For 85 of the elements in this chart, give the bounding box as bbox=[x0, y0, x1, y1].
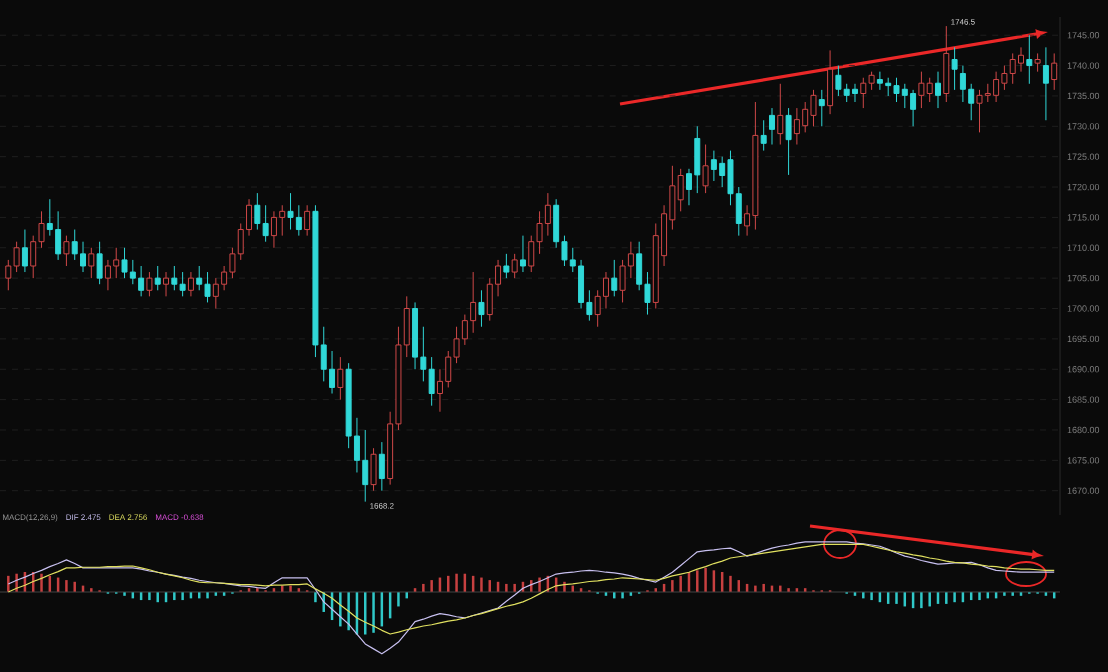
candlestick bbox=[171, 265, 178, 291]
candlestick bbox=[860, 77, 867, 109]
candlestick bbox=[785, 107, 792, 176]
candlestick bbox=[802, 101, 809, 133]
candlestick bbox=[835, 65, 842, 97]
candlestick bbox=[13, 241, 20, 273]
candlestick bbox=[976, 89, 983, 133]
candlestick bbox=[470, 271, 477, 334]
candlestick bbox=[428, 356, 435, 407]
candlestick bbox=[370, 447, 377, 492]
candlestick bbox=[196, 265, 203, 291]
candlestick bbox=[901, 83, 908, 109]
candlestick bbox=[710, 150, 717, 182]
candlestick bbox=[677, 168, 684, 212]
candlestick bbox=[204, 271, 211, 303]
candlestick bbox=[304, 204, 311, 237]
candlestick bbox=[768, 107, 775, 146]
candlestick bbox=[852, 83, 858, 103]
candlestick bbox=[843, 83, 850, 103]
candlestick bbox=[519, 235, 526, 273]
candlestick bbox=[287, 192, 294, 231]
candlestick bbox=[154, 265, 161, 291]
candlestick bbox=[918, 71, 925, 109]
candlestick bbox=[810, 89, 817, 127]
candlestick bbox=[378, 441, 385, 492]
candlestick bbox=[179, 271, 186, 297]
candlestick bbox=[876, 71, 883, 91]
candlestick bbox=[702, 144, 709, 194]
candlestick bbox=[993, 71, 1000, 103]
candlestick bbox=[1026, 34, 1033, 85]
candlestick bbox=[602, 271, 609, 310]
candlestick bbox=[478, 289, 485, 328]
candlestick bbox=[893, 77, 900, 103]
candlestick bbox=[827, 49, 834, 115]
candlestick bbox=[279, 204, 286, 237]
candlestick bbox=[88, 247, 95, 279]
candlestick bbox=[262, 204, 269, 243]
candlestick bbox=[71, 229, 78, 261]
candlestick bbox=[163, 271, 170, 297]
candlestick bbox=[694, 125, 701, 194]
candlestick bbox=[121, 247, 128, 279]
candlestick bbox=[1001, 65, 1008, 91]
candlestick bbox=[138, 265, 145, 297]
candlestick bbox=[295, 204, 302, 237]
candlestick bbox=[984, 83, 991, 103]
candlestick bbox=[129, 259, 136, 285]
candlestick bbox=[187, 271, 194, 297]
candlestick bbox=[1009, 52, 1016, 85]
candlestick bbox=[270, 210, 277, 249]
candlestick bbox=[146, 271, 153, 297]
candlestick bbox=[1018, 46, 1024, 73]
candlestick bbox=[777, 83, 784, 146]
candlestick bbox=[1042, 46, 1049, 121]
candlestick bbox=[21, 229, 28, 273]
candlestick bbox=[760, 119, 767, 152]
candlestick bbox=[254, 192, 261, 231]
candlestick bbox=[611, 259, 618, 297]
candlestick bbox=[63, 235, 70, 267]
candlestick bbox=[212, 277, 219, 310]
candlestick bbox=[619, 259, 626, 303]
candlestick bbox=[362, 429, 369, 503]
candlestick bbox=[329, 350, 336, 395]
candlestick bbox=[951, 46, 958, 91]
candlestick bbox=[910, 89, 917, 127]
candlestick bbox=[926, 77, 933, 103]
candlestick bbox=[113, 247, 120, 279]
candlestick bbox=[96, 241, 103, 285]
candlestick bbox=[943, 25, 950, 103]
candlestick bbox=[793, 107, 800, 146]
candlestick bbox=[1051, 52, 1058, 91]
candlestick bbox=[868, 71, 875, 91]
candlestick bbox=[719, 156, 726, 188]
candlestick bbox=[1034, 52, 1041, 73]
candlestick bbox=[511, 253, 518, 279]
candlestick bbox=[885, 77, 892, 97]
candlestick bbox=[578, 259, 585, 310]
candlestick bbox=[55, 210, 62, 261]
candlestick bbox=[503, 253, 510, 279]
candlestick bbox=[544, 192, 551, 237]
candlestick bbox=[935, 71, 941, 109]
candlestick bbox=[959, 65, 966, 103]
candlestick bbox=[104, 259, 111, 291]
candlestick bbox=[337, 356, 344, 401]
candlestick bbox=[818, 89, 825, 127]
candlestick bbox=[80, 241, 87, 273]
